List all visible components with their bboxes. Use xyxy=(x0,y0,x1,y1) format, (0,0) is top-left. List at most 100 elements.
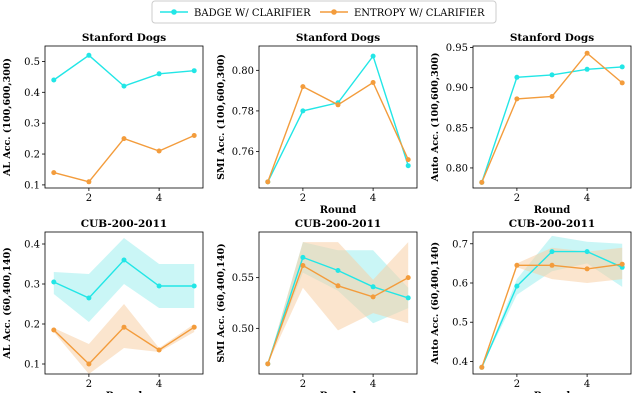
data-point-badge xyxy=(121,257,127,263)
x-tick-label: 2 xyxy=(86,379,92,390)
data-point-badge xyxy=(156,283,162,289)
data-point-entropy xyxy=(479,179,485,185)
y-tick-label: 0.4 xyxy=(24,240,40,251)
legend-label-entropy: ENTROPY W/ CLARIFIER xyxy=(354,8,485,19)
y-tick-label: 0.3 xyxy=(24,280,40,291)
y-tick-label: 0.5 xyxy=(452,318,468,329)
band-badge xyxy=(53,238,195,322)
data-point-entropy xyxy=(514,96,520,102)
data-point-badge xyxy=(549,249,555,255)
y-axis-label: AL Acc. (60,400,140) xyxy=(2,247,13,359)
data-point-entropy xyxy=(156,148,162,154)
chart-panel-1: Stanford Dogs 0.1 0.2 0.3 0.4 0.5 2 4 AL Acc. (1… xyxy=(2,32,204,204)
panel-title: CUB-200-2011 xyxy=(295,218,381,230)
data-point-entropy xyxy=(619,80,625,86)
data-point-entropy xyxy=(51,170,57,176)
y-tick-label: 0.80 xyxy=(232,66,254,77)
series-line-badge xyxy=(267,54,409,183)
data-point-badge xyxy=(370,53,376,59)
y-tick-label: 0.50 xyxy=(232,324,254,335)
plot-frame xyxy=(472,45,632,189)
data-point-entropy xyxy=(300,84,306,90)
legend-marker-badge xyxy=(171,9,177,15)
y-tick-label: 0.1 xyxy=(24,180,40,191)
y-tick-label: 0.76 xyxy=(232,147,254,158)
x-tick-label: 4 xyxy=(156,193,162,204)
data-point-badge xyxy=(191,68,197,74)
y-tick-label: 0.85 xyxy=(446,123,468,134)
data-point-entropy xyxy=(370,80,376,85)
data-point-badge xyxy=(51,77,57,83)
series-line-badge xyxy=(481,66,623,183)
data-point-badge xyxy=(51,279,57,285)
chart-panel-2: Stanford Dogs 0.76 0.78 0.80 2 4 Round SMI Acc.… xyxy=(216,32,418,216)
series-line-entropy xyxy=(53,134,195,183)
data-point-badge xyxy=(619,64,625,70)
y-tick-label: 0.4 xyxy=(452,357,468,368)
y-tick-label: 0.6 xyxy=(452,278,468,289)
data-point-badge xyxy=(549,72,555,78)
y-tick-label: 0.5 xyxy=(24,57,40,68)
data-point-badge xyxy=(121,83,127,89)
data-point-entropy xyxy=(121,324,127,330)
x-tick-label: 2 xyxy=(514,193,520,204)
data-point-badge xyxy=(514,283,520,289)
data-point-entropy xyxy=(265,361,271,367)
data-point-entropy xyxy=(335,283,341,289)
data-point-entropy xyxy=(584,50,590,56)
data-point-entropy xyxy=(405,157,411,163)
data-point-badge xyxy=(405,163,411,169)
data-point-badge xyxy=(191,283,197,289)
panel-title: CUB-200-2011 xyxy=(509,218,595,230)
data-point-entropy xyxy=(121,136,127,142)
data-point-badge xyxy=(584,66,590,72)
data-point-badge xyxy=(335,268,341,273)
legend-marker-entropy xyxy=(331,9,337,15)
data-point-entropy xyxy=(619,261,625,267)
y-tick-label: 0.90 xyxy=(446,83,468,94)
data-point-entropy xyxy=(191,324,197,330)
y-tick-label: 0.78 xyxy=(232,106,254,117)
x-tick-label: 2 xyxy=(86,193,92,204)
data-point-badge xyxy=(300,254,306,260)
plot-frame xyxy=(472,231,632,375)
legend-label-badge: BADGE W/ CLARIFIER xyxy=(194,8,311,19)
x-tick-label: 4 xyxy=(584,193,590,204)
y-tick-label: 0.2 xyxy=(24,320,40,331)
y-tick-label: 0.2 xyxy=(24,150,40,161)
panel-title: Stanford Dogs xyxy=(510,32,594,44)
x-axis-label: Round xyxy=(534,205,571,216)
x-tick-label: 2 xyxy=(300,379,306,390)
band-entropy xyxy=(267,242,409,364)
x-tick-label: 4 xyxy=(156,379,162,390)
chart-panel-5: CUB-200-2011 0.50 0.55 2 4 Round SMI Acc. (60,… xyxy=(216,218,418,393)
data-point-entropy xyxy=(405,275,411,281)
chart-panel-6: CUB-200-2011 0.4 0.5 0.6 0.7 2 4 Round Auto Acc.… xyxy=(430,218,632,393)
data-point-entropy xyxy=(549,262,555,268)
plot-frame xyxy=(258,231,418,375)
x-axis-label: Round xyxy=(320,391,357,393)
data-point-badge xyxy=(370,284,376,290)
chart-panel-4: CUB-200-2011 0.1 0.2 0.3 0.4 2 4 Round AL Acc. (… xyxy=(2,218,204,393)
data-point-entropy xyxy=(86,361,92,367)
data-point-entropy xyxy=(514,262,520,268)
x-tick-label: 2 xyxy=(514,379,520,390)
data-point-entropy xyxy=(370,294,376,300)
data-point-entropy xyxy=(265,179,271,185)
y-axis-label: SMI Acc. (60,400,140) xyxy=(216,243,227,362)
panel-title: Stanford Dogs xyxy=(82,32,166,44)
plot-frame xyxy=(44,45,204,189)
data-point-entropy xyxy=(479,364,485,370)
data-point-entropy xyxy=(549,94,555,99)
panel-title: Stanford Dogs xyxy=(296,32,380,44)
data-point-entropy xyxy=(300,263,306,268)
data-point-badge xyxy=(514,74,520,80)
y-tick-label: 0.3 xyxy=(24,119,40,130)
plot-frame xyxy=(258,45,418,189)
series-line-badge xyxy=(53,54,195,87)
data-point-entropy xyxy=(584,266,590,272)
y-axis-label: Auto Acc. (60,400,140) xyxy=(430,242,441,365)
x-tick-label: 4 xyxy=(370,379,376,390)
y-tick-label: 0.7 xyxy=(452,239,468,250)
data-point-badge xyxy=(86,295,92,301)
